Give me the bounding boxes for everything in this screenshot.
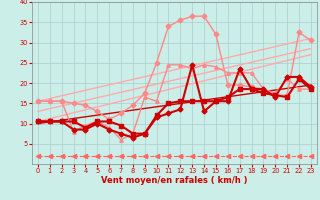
X-axis label: Vent moyen/en rafales ( km/h ): Vent moyen/en rafales ( km/h ) xyxy=(101,176,248,185)
